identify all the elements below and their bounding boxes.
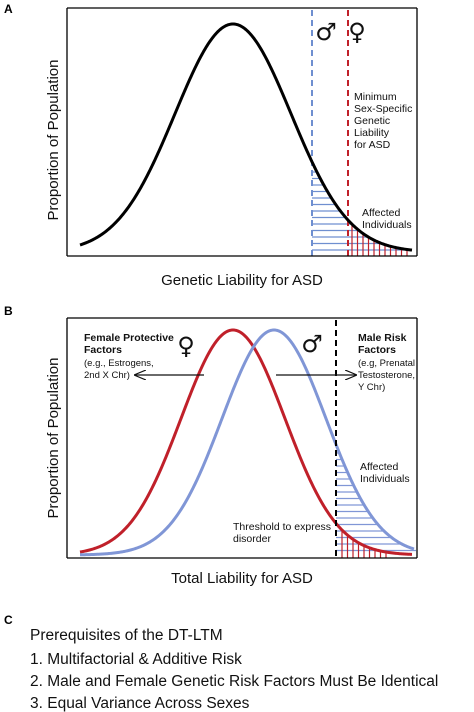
affected-label: Affected Individuals: [360, 461, 410, 485]
prerequisites-title: Prerequisites of the DT-LTM: [30, 627, 223, 644]
male-symbol: ♂: [315, 18, 337, 46]
female-liability-curve: [79, 328, 413, 556]
panel-b-letter: B: [4, 304, 13, 318]
panel-b: B Female Protective Factors (e.g., Estro…: [4, 304, 418, 587]
x-axis-label: Genetic Liability for ASD: [161, 272, 323, 289]
x-axis-label: Total Liability for ASD: [171, 570, 313, 587]
male-factors-detail: (e.g, Prenatal Testosterone, Y Chr): [358, 358, 418, 393]
male-factors-title: Male Risk Factors: [358, 332, 409, 356]
panel-c-letter: C: [4, 613, 13, 627]
prerequisite-item: 2. Male and Female Genetic Risk Factors …: [30, 673, 439, 690]
female-symbol: ♀: [177, 332, 195, 360]
female-factors-title: Female Protective Factors: [84, 332, 177, 356]
female-factors-detail: (e.g., Estrogens, 2nd X Chr): [84, 358, 156, 381]
male-liability-curve: [79, 328, 415, 557]
y-axis-label: Proportion of Population: [45, 60, 62, 221]
female-symbol: ♀: [348, 18, 366, 46]
affected-hatching: [336, 452, 416, 558]
prerequisite-item: 1. Multifactorial & Additive Risk: [30, 651, 242, 668]
threshold-label: Threshold to express disorder: [233, 521, 334, 545]
panel-a: A ♂ ♀ Minimum Sex-Specific Genetic Liabi…: [4, 2, 418, 289]
prerequisite-item: 3. Equal Variance Across Sexes: [30, 695, 250, 712]
affected-hatching: [312, 171, 412, 256]
affected-label: Affected Individuals: [362, 207, 412, 231]
y-axis-label: Proportion of Population: [45, 358, 62, 519]
male-symbol: ♂: [301, 330, 323, 358]
liability-curve: [79, 22, 413, 252]
panel-a-letter: A: [4, 2, 13, 16]
threshold-label: Minimum Sex-Specific Genetic Liability f…: [354, 91, 415, 151]
